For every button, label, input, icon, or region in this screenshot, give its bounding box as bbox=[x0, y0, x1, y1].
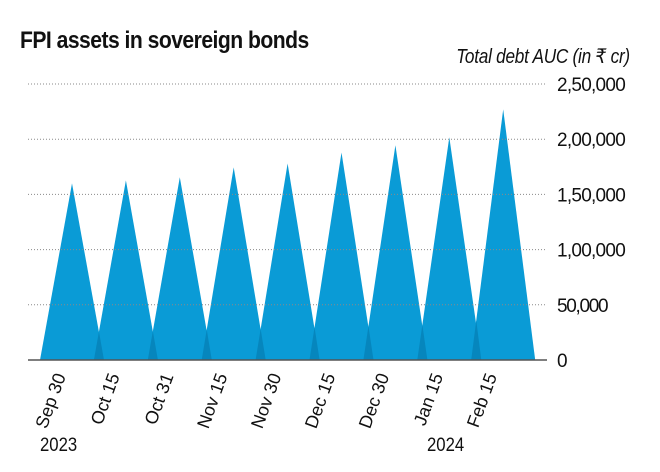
peak-series bbox=[40, 109, 536, 360]
y-tick-label: 0 bbox=[557, 351, 568, 372]
overlap-region bbox=[309, 327, 320, 360]
peak-dec-15 bbox=[309, 152, 374, 360]
overlap-region bbox=[255, 328, 266, 360]
y-axis-unit-label: Total debt AUC (in ₹ cr) bbox=[456, 46, 630, 68]
overlap-region bbox=[363, 326, 374, 360]
peak-nov-15 bbox=[201, 167, 266, 360]
gridlines bbox=[28, 83, 547, 306]
peak-feb-15 bbox=[471, 109, 536, 360]
overlap-region bbox=[417, 324, 428, 360]
chart-title: FPI assets in sovereign bonds bbox=[20, 27, 309, 54]
peak-dec-30 bbox=[363, 145, 428, 360]
x-tick-label: Dec 15 bbox=[301, 371, 339, 431]
peak-oct-31 bbox=[147, 177, 212, 360]
overlap-region bbox=[201, 329, 212, 360]
y-tick-label: 2,00,000 bbox=[557, 130, 626, 151]
x-axis-ticks: Sep 30 Oct 15 Oct 31 Nov 15 Nov 30 Dec 15 Dec … bbox=[31, 371, 501, 431]
overlap-region bbox=[147, 331, 158, 360]
overlap-region bbox=[93, 331, 104, 360]
x-tick-label: Sep 30 bbox=[31, 371, 69, 431]
x-tick-label: Feb 15 bbox=[463, 371, 501, 431]
peak-nov-30 bbox=[255, 163, 320, 360]
year-label-2024: 2024 bbox=[427, 435, 465, 456]
y-tick-label: 1,50,000 bbox=[557, 185, 626, 206]
peak-jan-15 bbox=[417, 137, 482, 360]
x-tick-label: Oct 15 bbox=[87, 371, 124, 428]
y-tick-label: 50,000 bbox=[557, 296, 609, 317]
x-tick-label: Nov 15 bbox=[193, 371, 231, 431]
peak-sep-30 bbox=[40, 183, 104, 360]
overlap-region bbox=[471, 320, 482, 360]
year-label-2023: 2023 bbox=[40, 435, 78, 456]
peak-oct-15 bbox=[93, 180, 158, 360]
x-tick-label: Oct 31 bbox=[141, 371, 178, 428]
x-tick-label: Jan 15 bbox=[410, 371, 447, 429]
y-tick-label: 1,00,000 bbox=[557, 241, 626, 262]
y-axis-ticks: 0 50,000 1,00,000 1,50,000 2,00,000 2,50,000 bbox=[557, 75, 626, 372]
x-tick-label: Dec 30 bbox=[355, 371, 393, 431]
x-tick-label: Nov 30 bbox=[247, 371, 285, 431]
y-tick-label: 2,50,000 bbox=[557, 75, 626, 96]
